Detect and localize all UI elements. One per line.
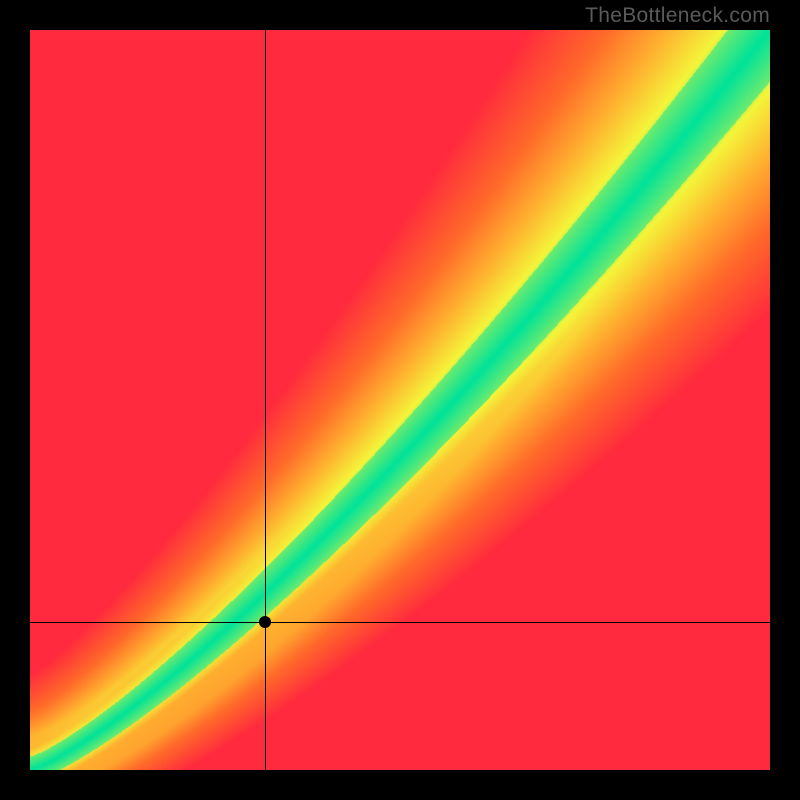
- bottleneck-heatmap: [30, 30, 770, 770]
- watermark-text: TheBottleneck.com: [585, 4, 770, 28]
- crosshair-vertical: [265, 30, 266, 770]
- crosshair-horizontal: [30, 622, 770, 623]
